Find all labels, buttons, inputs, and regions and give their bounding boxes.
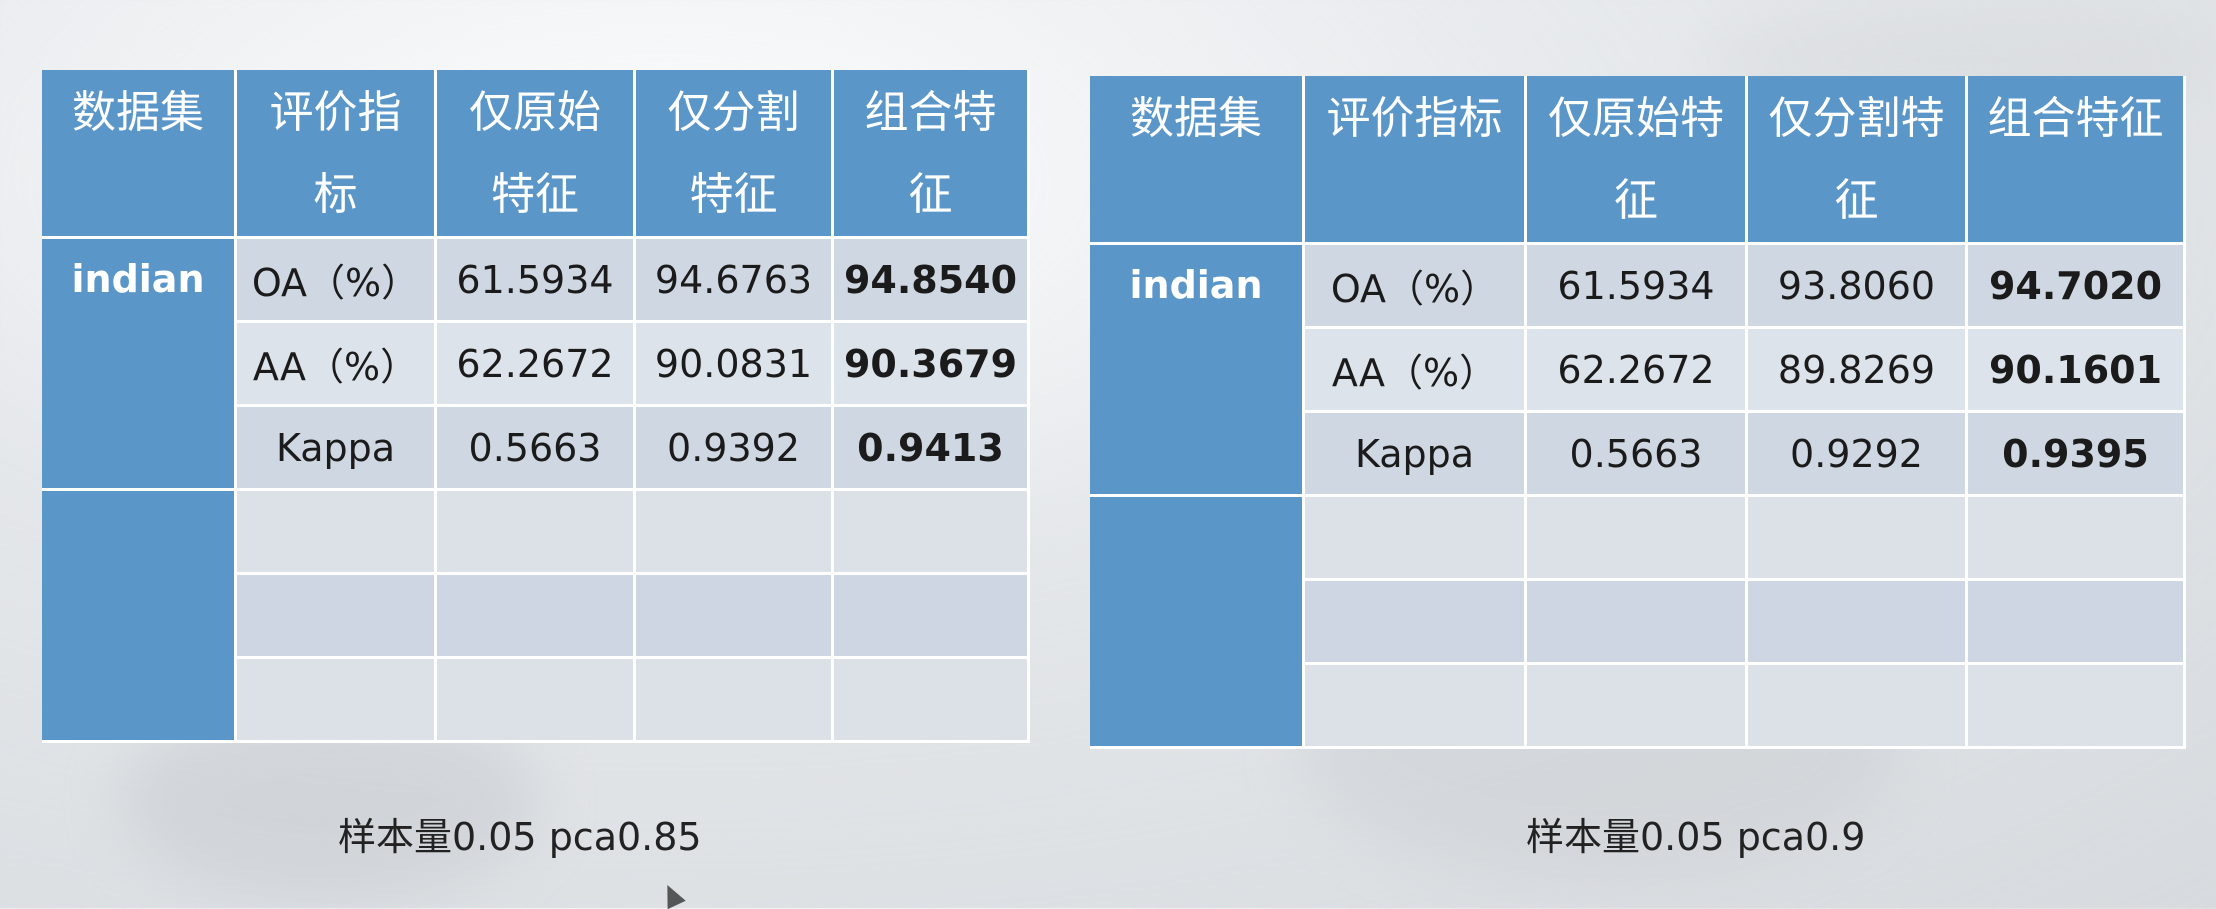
table-row: AA（%） 62.2672 90.0831 90.3679 — [42, 323, 1030, 407]
header-segmentation-features: 仅分割特 征 — [1748, 76, 1968, 245]
value-cell-best: 90.3679 — [834, 323, 1030, 407]
empty-cell — [1527, 497, 1748, 581]
metric-cell: AA（%） — [237, 323, 437, 407]
empty-cell — [1527, 665, 1748, 749]
value-cell-best: 0.9395 — [1968, 413, 2186, 497]
value-cell: 93.8060 — [1748, 245, 1968, 329]
header-row: 数据集 评价指标 仅原始特 征 仅分割特 征 组合特征 — [1090, 76, 2186, 245]
value-cell: 0.9292 — [1748, 413, 1968, 497]
header-dataset: 数据集 — [1090, 76, 1305, 245]
value-cell: 62.2672 — [437, 323, 636, 407]
value-cell: 94.6763 — [636, 239, 834, 323]
empty-row — [42, 659, 1030, 743]
empty-cell — [1305, 497, 1527, 581]
empty-cell — [437, 491, 636, 575]
header-original-features: 仅原始 特征 — [437, 70, 636, 239]
empty-cell — [1968, 581, 2186, 665]
empty-row — [42, 491, 1030, 743]
header-combined-features: 组合特征 — [1968, 76, 2186, 245]
value-cell: 62.2672 — [1527, 329, 1748, 413]
empty-cell — [1968, 665, 2186, 749]
empty-row — [1090, 665, 2186, 749]
value-cell: 0.5663 — [1527, 413, 1748, 497]
empty-row — [1090, 497, 2186, 749]
empty-cell — [636, 575, 834, 659]
header-segmentation-features: 仅分割 特征 — [636, 70, 834, 239]
value-cell-best: 94.8540 — [834, 239, 1030, 323]
empty-cell — [1305, 665, 1527, 749]
header-dataset: 数据集 — [42, 70, 237, 239]
empty-row — [1090, 581, 2186, 665]
value-cell: 0.5663 — [437, 407, 636, 491]
table-row: AA（%） 62.2672 89.8269 90.1601 — [1090, 329, 2186, 413]
results-table-right: 数据集 评价指标 仅原始特 征 仅分割特 征 组合特征 indian OA（%）… — [1090, 76, 2186, 749]
metric-cell: AA（%） — [1305, 329, 1527, 413]
empty-cell — [1527, 581, 1748, 665]
value-cell: 89.8269 — [1748, 329, 1968, 413]
empty-cell — [237, 659, 437, 743]
header-metric: 评价指标 — [1305, 76, 1527, 245]
table-row: Kappa 0.5663 0.9392 0.9413 — [42, 407, 1030, 491]
empty-cell — [437, 659, 636, 743]
empty-cell — [636, 491, 834, 575]
metric-cell: OA（%） — [1305, 245, 1527, 329]
value-cell-best: 94.7020 — [1968, 245, 2186, 329]
empty-cell — [834, 659, 1030, 743]
caption-right: 样本量0.05 pca0.9 — [1526, 815, 1866, 859]
empty-cell — [237, 491, 437, 575]
empty-cell — [1748, 581, 1968, 665]
empty-cell — [834, 575, 1030, 659]
metric-cell: Kappa — [1305, 413, 1527, 497]
empty-cell — [1748, 665, 1968, 749]
empty-cell — [1305, 581, 1527, 665]
value-cell: 61.5934 — [437, 239, 636, 323]
table-row: indian OA（%） 61.5934 94.6763 94.8540 — [42, 239, 1030, 491]
empty-cell — [1748, 497, 1968, 581]
value-cell: 0.9392 — [636, 407, 834, 491]
empty-cell — [636, 659, 834, 743]
value-cell: 90.0831 — [636, 323, 834, 407]
empty-cell — [437, 575, 636, 659]
value-cell-best: 90.1601 — [1968, 329, 2186, 413]
dataset-cell: indian — [1090, 245, 1305, 497]
header-combined-features: 组合特 征 — [834, 70, 1030, 239]
table-row: indian OA（%） 61.5934 93.8060 94.7020 — [1090, 245, 2186, 497]
caption-left: 样本量0.05 pca0.85 — [338, 815, 702, 859]
table-row: Kappa 0.5663 0.9292 0.9395 — [1090, 413, 2186, 497]
metric-cell: OA（%） — [237, 239, 437, 323]
header-row: 数据集 评价指 标 仅原始 特征 仅分割 特征 组合特 征 — [42, 70, 1030, 239]
value-cell: 61.5934 — [1527, 245, 1748, 329]
dataset-cell: indian — [42, 239, 237, 491]
header-original-features: 仅原始特 征 — [1527, 76, 1748, 245]
metric-cell: Kappa — [237, 407, 437, 491]
empty-cell — [834, 491, 1030, 575]
empty-dataset-cell — [42, 491, 237, 743]
empty-dataset-cell — [1090, 497, 1305, 749]
results-table-left: 数据集 评价指 标 仅原始 特征 仅分割 特征 组合特 征 indian OA（… — [42, 70, 1030, 743]
empty-cell — [1968, 497, 2186, 581]
empty-cell — [237, 575, 437, 659]
header-metric: 评价指 标 — [237, 70, 437, 239]
mouse-cursor-icon — [658, 880, 686, 909]
empty-row — [42, 575, 1030, 659]
value-cell-best: 0.9413 — [834, 407, 1030, 491]
